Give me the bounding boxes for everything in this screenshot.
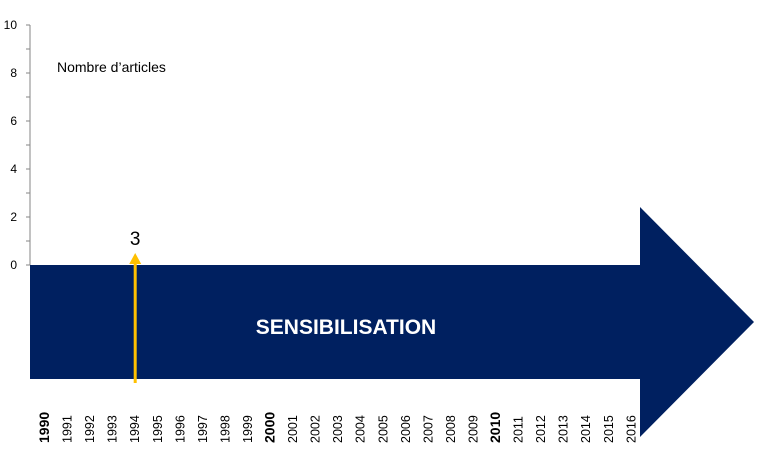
y-axis-label: Nombre d’articles <box>57 59 166 75</box>
x-tick-label: 1993 <box>106 415 120 443</box>
x-tick-label: 2003 <box>331 415 345 443</box>
x-tick-label: 1997 <box>196 415 210 443</box>
x-tick-label: 2005 <box>376 415 390 443</box>
x-tick-label: 2013 <box>557 415 571 443</box>
y-tick-label: 8 <box>10 66 17 80</box>
x-tick-label: 2011 <box>512 416 526 443</box>
x-tick-label: 2014 <box>579 415 593 443</box>
x-tick-label: 1996 <box>173 415 187 443</box>
y-tick-label: 4 <box>10 162 17 176</box>
phase-label: SENSIBILISATION <box>256 316 436 339</box>
x-tick-label: 2008 <box>444 415 458 443</box>
x-tick-label: 1998 <box>218 415 232 443</box>
x-tick-label: 2004 <box>354 415 368 443</box>
x-tick-label: 2007 <box>421 415 435 443</box>
x-tick-label: 2009 <box>466 415 480 443</box>
x-tick-label: 1990 <box>36 412 52 443</box>
y-tick-label: 2 <box>10 210 17 224</box>
sensibilisation-arrow <box>30 207 754 437</box>
x-tick-label: 2010 <box>487 412 503 443</box>
data-marks: 3 <box>129 229 142 383</box>
x-tick-label: 2000 <box>262 412 278 443</box>
data-label: 3 <box>130 229 141 250</box>
x-tick-label: 2006 <box>399 415 413 443</box>
x-axis: 1990 1991 1992 1993 1994 1995 1996 1997 1998 1999… <box>36 412 638 443</box>
x-tick-label: 1995 <box>151 415 165 443</box>
x-tick-label: 1994 <box>128 415 142 443</box>
y-tick-label: 10 <box>4 18 18 32</box>
x-tick-label: 2012 <box>534 415 548 443</box>
y-tick-label: 0 <box>10 258 17 272</box>
x-tick-label: 1992 <box>83 415 97 443</box>
value-arrow-head <box>129 253 142 264</box>
y-axis: 0 2 4 6 8 10 <box>4 18 31 272</box>
x-tick-label: 1991 <box>61 415 75 443</box>
x-tick-label: 2001 <box>286 415 300 443</box>
x-tick-label: 2015 <box>602 415 616 443</box>
x-tick-label: 2002 <box>309 415 323 443</box>
x-tick-label: 1999 <box>241 415 255 443</box>
y-tick-label: 6 <box>10 114 17 128</box>
x-tick-label: 2016 <box>624 415 638 443</box>
